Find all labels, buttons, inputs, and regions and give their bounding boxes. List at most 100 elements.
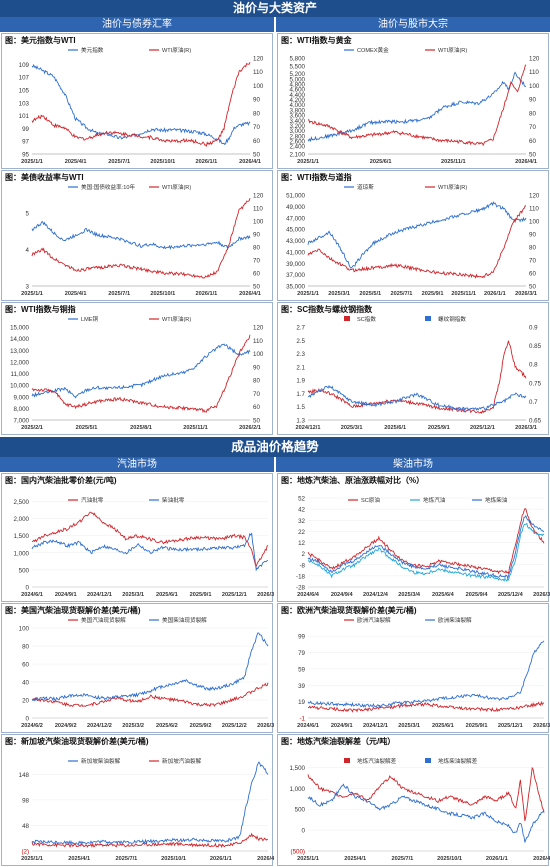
y-tick-label-right: 110: [253, 206, 263, 213]
y-tick-label-left: 45,000: [286, 227, 305, 234]
svg-text:WTI原油(R): WTI原油(R): [162, 315, 191, 323]
subheader-gasoline: 汽油市场: [0, 457, 274, 472]
y-tick-label-left: 2.1: [296, 364, 305, 371]
series-line-0: [31, 511, 269, 568]
y-tick-label-right: 0.75: [529, 380, 542, 387]
legend-item: WTI原油(R): [149, 183, 191, 191]
y-tick-label-right: 0.85: [529, 343, 542, 350]
series-line-0: [307, 71, 527, 143]
svg-text:美国柴油现货裂解: 美国柴油现货裂解: [162, 616, 207, 624]
series-line-1: [307, 205, 527, 279]
y-tick-label-right: 100: [529, 83, 540, 90]
y-tick-label-right: 70: [253, 258, 260, 265]
x-tick-label: 2026/3/1: [257, 592, 274, 598]
y-tick-label-right: 80: [253, 378, 260, 385]
chart-title: 图：地炼汽柴油裂解差（元/吨）: [281, 737, 396, 746]
y-tick-label-left: 1,500: [290, 765, 306, 772]
x-tick-label: 2025/1/1: [297, 856, 319, 862]
y-tick-label-left: 500: [19, 567, 30, 574]
chart-svg: 35,000 37,000 39,000 41,000 43,000 45,000 47,0…: [286, 183, 540, 297]
series-line-1: [307, 522, 545, 582]
x-tick-label: 2024/9/2: [55, 723, 77, 729]
x-tick-label: 2026/3/1: [515, 291, 537, 297]
series-line-0: [307, 508, 545, 575]
svg-text:美元指数: 美元指数: [81, 46, 104, 54]
y-tick-label-right: 90: [529, 97, 536, 104]
x-tick-label: 2025/6/1: [384, 425, 406, 431]
legend-item: WTI原油(R): [425, 183, 467, 191]
x-tick-label: 2025/10/1: [150, 159, 175, 165]
y-tick-label-left: 12,000: [10, 359, 29, 366]
svg-text:汽油批零: 汽油批零: [81, 496, 104, 504]
legend-item: 美国:国债收益率:10年: [68, 183, 135, 191]
y-tick-label-left: 4,800: [290, 81, 306, 88]
series-line-0: [307, 200, 527, 269]
x-tick-label: 2025/1/1: [21, 856, 43, 862]
y-tick-label-left: 1,000: [14, 550, 30, 557]
y-tick-label-left: 15,000: [10, 325, 29, 332]
y-tick-label-right: 50: [253, 418, 260, 425]
y-tick-label-left: 37,000: [286, 272, 305, 279]
x-tick-label: 2026/1/1: [210, 856, 232, 862]
y-tick-label-right: 60: [253, 404, 260, 411]
chart-title: 图：地炼汽柴油、原油涨跌幅对比（%）: [281, 476, 425, 485]
y-tick-label-left: -1: [299, 716, 305, 723]
x-tick-label: 2026/4/1: [515, 159, 537, 165]
y-tick-label-right: 100: [529, 219, 540, 226]
x-tick-label: 2024/12/1: [87, 592, 112, 598]
svg-text:欧洲汽油裂解: 欧洲汽油裂解: [357, 616, 391, 624]
svg-text:螺纹钢指数: 螺纹钢指数: [438, 315, 466, 323]
y-tick-label-left: 2,100: [290, 152, 306, 159]
chart-svg: -1 19 39 59 79 99 2024/6/1 2024/9/1 2024/12/1 202…: [297, 616, 550, 729]
y-tick-label-left: 1,000: [290, 786, 306, 793]
y-tick-label-right: 0.7: [529, 399, 538, 406]
y-tick-label-left: 1.9: [296, 378, 305, 385]
chart-title: 图：WTI指数与铜指: [5, 305, 76, 314]
y-tick-label-left: 0: [26, 716, 30, 723]
chart-svg: 3 4 5 50 60 70 80 90 100 110 120 2025/1/1 2025/4/1 20…: [21, 183, 264, 297]
y-tick-label-left: 148: [19, 772, 30, 779]
chart-panel-c12: 图：地炼汽柴油裂解差（元/吨） (500) 0 500 1,000 1,500 2025/1…: [277, 734, 550, 866]
svg-text:WTI原油(R): WTI原油(R): [162, 183, 191, 191]
x-tick-label: 2024/6/2: [21, 723, 43, 729]
x-tick-label: 2026/1/1: [196, 291, 218, 297]
y-tick-label-left: 9,000: [14, 394, 30, 401]
chart-svg: 1.3 1.5 1.7 1.9 2.1 2.3 2.5 2.7 0.65 0.7 0.75 0.8 0.…: [296, 315, 542, 431]
y-tick-label-left: 3,400: [290, 118, 306, 125]
x-tick-label: 2025/3/1: [122, 592, 144, 598]
series-line-0: [31, 682, 269, 708]
y-tick-label-left: 3,600: [290, 113, 306, 120]
y-tick-label-left: 3,200: [290, 123, 306, 130]
y-tick-label-right: 0.9: [529, 325, 538, 332]
y-tick-label-left: 19: [298, 699, 305, 706]
y-tick-label-right: 120: [253, 56, 264, 63]
y-tick-label-right: 120: [253, 193, 264, 200]
series-line-1: [31, 197, 251, 279]
series-line-1: [307, 64, 527, 147]
legend-item: SC指数: [344, 315, 376, 323]
y-tick-label-left: 98: [22, 797, 29, 804]
svg-text:地炼汽油: 地炼汽油: [423, 496, 446, 504]
x-tick-label: 2025/9/1: [190, 592, 212, 598]
chart-panel-c6: 图：SC指数与螺纹钢指数 1.3 1.5 1.7 1.9 2.1 2.3 2.5 2.7 0.65…: [277, 302, 549, 435]
subheader-diesel: 柴油市场: [276, 457, 550, 472]
series-line-0: [31, 761, 269, 846]
chart-title: 图：SC指数与螺纹钢指数: [281, 305, 373, 314]
y-tick-label-left: 2.7: [296, 325, 305, 332]
x-tick-label: 2025/4/1: [65, 159, 87, 165]
y-tick-label-left: 1.3: [296, 418, 305, 425]
y-tick-label-right: 80: [253, 110, 260, 117]
x-tick-label: 2025/5/1: [359, 291, 381, 297]
y-tick-label-right: 70: [529, 124, 536, 131]
legend-item: 螺纹钢指数: [425, 315, 466, 323]
y-tick-label-right: 70: [253, 391, 260, 398]
x-tick-label: 2025/4/1: [65, 291, 87, 297]
y-tick-label-left: 2,800: [290, 133, 306, 140]
y-tick-label-right: 80: [253, 245, 260, 252]
series-line-1: [31, 334, 251, 414]
series-line-0: [31, 63, 251, 146]
y-tick-label-left: 43,000: [286, 238, 305, 245]
y-tick-label-right: 110: [253, 338, 263, 345]
series-line-1: [31, 532, 269, 572]
chart-panel-c5: 图：WTI指数与铜指 7,000 8,000 9,000 10,000 11,000 12,…: [1, 302, 273, 435]
